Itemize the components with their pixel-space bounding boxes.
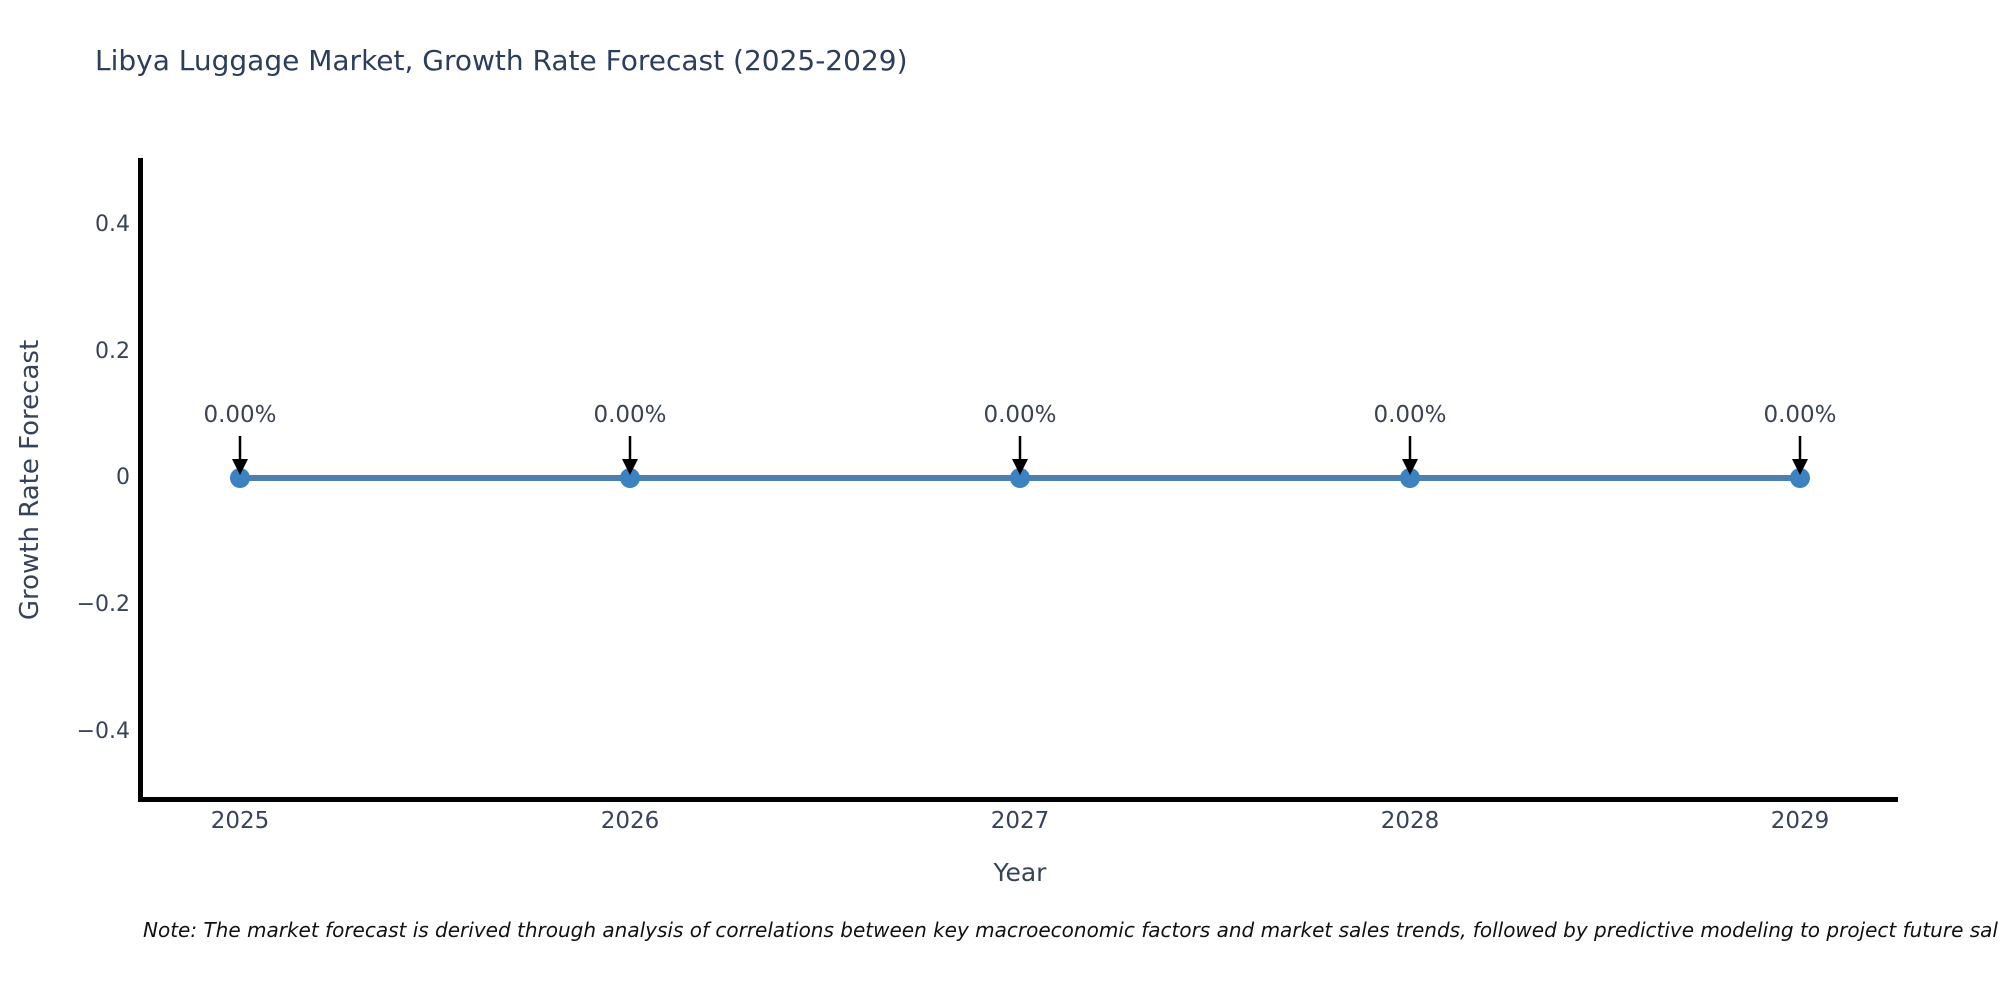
- annotation-arrow-2028: [1402, 436, 1418, 475]
- data-point-2029: [1790, 468, 1810, 488]
- data-point-2025: [230, 468, 250, 488]
- data-point-2026: [620, 468, 640, 488]
- point-label: 0.00%: [1373, 402, 1447, 428]
- y-tick-label: 0: [116, 465, 130, 490]
- y-tick-label: −0.4: [76, 719, 130, 744]
- annotation-arrow-2027: [1012, 436, 1028, 475]
- y-axis-line: [138, 158, 143, 802]
- x-tick-label: 2025: [210, 808, 270, 834]
- point-label: 0.00%: [1763, 402, 1837, 428]
- chart-title: Libya Luggage Market, Growth Rate Foreca…: [95, 44, 908, 77]
- y-tick-label: 0.2: [95, 339, 130, 364]
- x-tick-label: 2026: [600, 808, 660, 834]
- data-point-2028: [1400, 468, 1420, 488]
- x-tick-label: 2028: [1380, 808, 1440, 834]
- annotation-arrow-2025: [232, 436, 248, 475]
- point-label: 0.00%: [983, 402, 1057, 428]
- y-tick-label: −0.2: [76, 592, 130, 617]
- x-axis-title: Year: [993, 858, 1047, 887]
- point-label: 0.00%: [593, 402, 667, 428]
- y-tick-label: 0.4: [95, 212, 130, 237]
- footnote: Note: The market forecast is derived thr…: [143, 918, 1998, 942]
- annotation-arrow-2026: [622, 436, 638, 475]
- x-tick-label: 2027: [990, 808, 1050, 834]
- data-point-2027: [1010, 468, 1030, 488]
- x-axis-line: [138, 797, 1898, 802]
- annotation-arrow-2029: [1792, 436, 1808, 475]
- x-tick-label: 2029: [1770, 808, 1830, 834]
- point-label: 0.00%: [203, 402, 277, 428]
